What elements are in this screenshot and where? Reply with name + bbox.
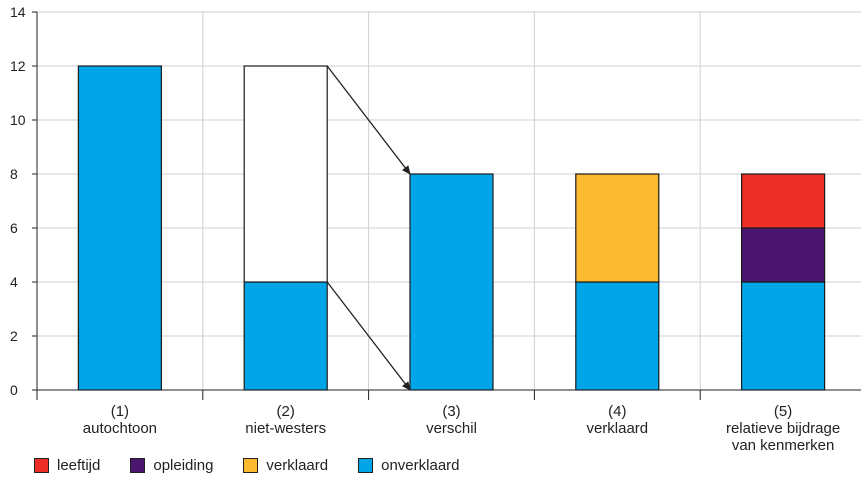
x-category-label: (5) (774, 403, 792, 420)
x-category-label: (4) (608, 403, 626, 420)
y-tick-label: 14 (10, 4, 26, 20)
legend-label: onverklaard (381, 457, 460, 474)
y-tick-label: 0 (10, 382, 18, 398)
y-tick-label: 6 (10, 220, 18, 236)
arrow-annotation (326, 65, 411, 175)
legend-label: verklaard (266, 457, 329, 474)
legend-swatch (358, 458, 374, 473)
y-tick-label: 4 (10, 274, 18, 290)
x-category-label: verschil (426, 420, 477, 437)
x-category-label: relatieve bijdrage (726, 420, 840, 437)
y-tick-label: 10 (10, 112, 26, 128)
bar-verklaard (575, 173, 660, 283)
legend: leeftijd opleiding verklaard onverklaard (34, 457, 490, 474)
legend-item-verklaard: verklaard (243, 457, 328, 474)
bar-onverklaard (409, 173, 494, 391)
legend-label: leeftijd (57, 457, 101, 474)
legend-item-leeftijd: leeftijd (34, 457, 100, 474)
legend-swatch (130, 458, 146, 473)
bar-onverklaard (575, 281, 660, 391)
bar-leeftijd (740, 173, 826, 229)
x-category-label: (2) (277, 403, 295, 420)
legend-swatch (34, 458, 49, 473)
x-category-label: niet-westers (245, 420, 326, 437)
bar-onverklaard (243, 281, 328, 391)
legend-item-opleiding: opleiding (130, 457, 213, 474)
legend-swatch (243, 458, 259, 473)
arrow-annotation (326, 281, 411, 391)
legend-item-onverklaard: onverklaard (358, 457, 460, 474)
x-category-label: verklaard (586, 420, 648, 437)
y-tick-label: 12 (10, 58, 26, 74)
bar-opleiding (740, 227, 826, 283)
bar-outline (243, 65, 328, 283)
legend-label: opleiding (153, 457, 214, 474)
x-category-label: (1) (111, 403, 129, 420)
y-tick-label: 8 (10, 166, 18, 182)
x-category-label: (3) (442, 403, 460, 420)
x-category-label: van kenmerken (732, 437, 835, 454)
y-tick-label: 2 (10, 328, 18, 344)
x-category-label: autochtoon (83, 420, 157, 437)
bar-onverklaard (77, 65, 163, 391)
bar-onverklaard (740, 281, 826, 391)
